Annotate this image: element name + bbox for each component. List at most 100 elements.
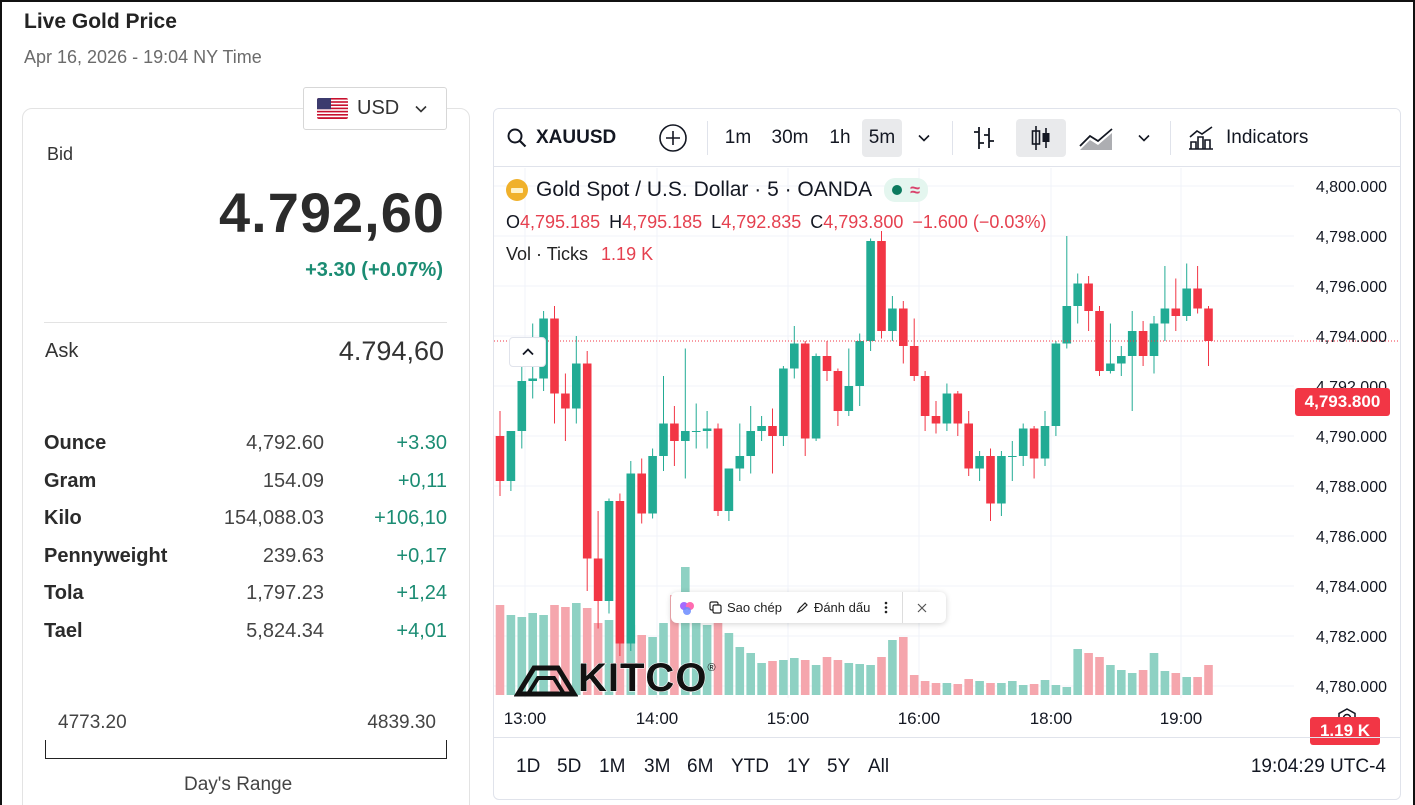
interval-1h[interactable]: 1h: [829, 127, 851, 148]
candle-body: [681, 431, 690, 441]
chart-toolbar: XAUUSD 1m 30m 1h 5m Indicators: [494, 109, 1400, 167]
range-3m[interactable]: 3M: [644, 756, 671, 777]
volume-legend: Vol · Ticks 1.19 K: [506, 244, 653, 265]
candle-body: [1051, 343, 1061, 426]
bid-price: 4.792,60: [219, 181, 445, 244]
y-tick-label: 4,798.000: [1316, 229, 1387, 246]
y-tick-label: 4,796.000: [1316, 279, 1387, 296]
copy-button[interactable]: Sao chép: [709, 600, 782, 615]
volume-bar: [866, 665, 875, 695]
y-tick-label: 4,780.000: [1316, 679, 1387, 696]
range-all[interactable]: All: [868, 756, 890, 777]
kitco-watermark: KITCO ®: [514, 656, 716, 701]
candle-body: [626, 473, 636, 644]
range-1y[interactable]: 1Y: [787, 756, 811, 777]
candle-body: [1182, 288, 1191, 316]
interval-dropdown[interactable]: [908, 119, 940, 157]
candle-body: [920, 376, 930, 416]
volume-bar: [1008, 681, 1017, 695]
candle-body: [691, 431, 701, 432]
last-price-tag: 4,793.800: [1295, 388, 1390, 416]
range-5d[interactable]: 5D: [557, 756, 582, 777]
candle-body: [1160, 308, 1170, 324]
volume-bar: [1171, 673, 1181, 695]
candle-body: [899, 308, 908, 346]
volume-bar: [877, 657, 886, 695]
day-range-low: 4773.20: [58, 712, 127, 733]
candle-body: [593, 558, 603, 601]
indicators-label: Indicators: [1226, 127, 1309, 148]
us-flag-icon: [317, 98, 348, 119]
candle-body: [1073, 283, 1082, 306]
volume-bar: [550, 605, 559, 695]
compare-symbol-button[interactable]: [654, 119, 692, 157]
volume-bar: [1127, 673, 1137, 695]
volume-bar: [1182, 677, 1191, 695]
volume-bar: [1160, 671, 1170, 695]
currency-selector[interactable]: USD: [303, 87, 447, 130]
volume-bar: [986, 683, 995, 695]
area-chart-type-button[interactable]: [1076, 119, 1116, 157]
candle-body: [1008, 456, 1017, 457]
close-popup-button[interactable]: [902, 592, 927, 623]
candle-body: [964, 423, 973, 469]
gold-icon: [506, 179, 528, 201]
interval-30m[interactable]: 30m: [771, 127, 809, 148]
candle-body: [1018, 428, 1028, 456]
bid-change: +3.30 (+0.07%): [305, 259, 443, 281]
area-chart-icon: [1079, 128, 1113, 150]
indicators-button[interactable]: Indicators: [1186, 119, 1328, 157]
collapse-legend-button[interactable]: [509, 337, 546, 367]
ohlc-close-label: C: [810, 212, 824, 232]
volume-bar: [800, 660, 810, 695]
volume-bar: [1204, 665, 1213, 695]
range-1m[interactable]: 1M: [599, 756, 626, 777]
x-tick-label: 15:00: [767, 709, 810, 728]
interval-5m[interactable]: 5m: [862, 119, 902, 157]
range-5y[interactable]: 5Y: [827, 756, 851, 777]
candles-chart-type-button[interactable]: [1016, 119, 1066, 157]
range-6m[interactable]: 6M: [687, 756, 714, 777]
day-range-label: Day's Range: [184, 774, 293, 795]
highlight-button[interactable]: Đánh dấu: [796, 600, 870, 615]
candle-body: [975, 456, 984, 469]
candle-body: [1204, 308, 1213, 341]
unit-row-kilo: Kilo 154,088.03 +106,10: [44, 507, 449, 545]
candle-body: [1062, 306, 1072, 344]
volume-bar: [506, 615, 516, 695]
x-tick-label: 16:00: [898, 709, 941, 728]
volume-bar: [855, 664, 864, 695]
candle-body: [561, 393, 570, 409]
x-tick-label: 18:00: [1030, 709, 1073, 728]
volume-bar: [659, 623, 668, 695]
divider: [44, 322, 447, 323]
range-1d[interactable]: 1D: [516, 756, 541, 777]
volume-bar: [735, 647, 745, 695]
chart-clock[interactable]: 19:04:29 UTC-4: [1250, 756, 1386, 777]
symbol-search[interactable]: XAUUSD: [506, 119, 621, 157]
unit-change: +3.30: [396, 432, 447, 454]
y-tick-label: 4,782.000: [1316, 629, 1387, 646]
range-ytd[interactable]: YTD: [731, 756, 769, 777]
volume-bar: [495, 605, 505, 695]
chart-type-dropdown[interactable]: [1130, 119, 1158, 157]
ohlc-low: 4,792.835: [721, 212, 802, 232]
candle-body: [931, 416, 941, 424]
chart-area[interactable]: 4,800.000 4,798.000 4,796.000 4,794.000 4,79…: [494, 168, 1400, 745]
market-status-badge[interactable]: ≈: [884, 178, 928, 202]
candle-body: [506, 431, 516, 481]
volume-bar: [964, 679, 973, 695]
volume-value: 1.19 K: [601, 244, 654, 264]
volume-bar: [909, 675, 919, 695]
candle-body: [1193, 288, 1202, 309]
more-options-icon[interactable]: [884, 601, 888, 614]
candle-body: [582, 363, 592, 559]
volume-bar: [1029, 684, 1039, 695]
indicators-icon: [1189, 126, 1213, 150]
ai-assistant-icon[interactable]: [679, 600, 695, 616]
market-open-icon: [892, 185, 903, 195]
unit-change: +4,01: [396, 619, 447, 642]
copy-label: Sao chép: [727, 600, 782, 615]
bar-chart-type-button[interactable]: [964, 119, 1004, 157]
interval-1m[interactable]: 1m: [724, 127, 752, 148]
